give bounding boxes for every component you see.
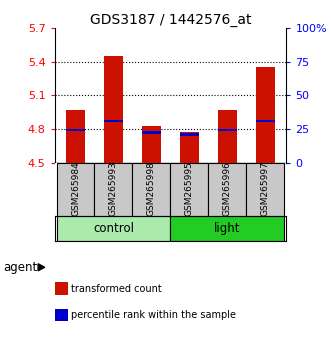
Text: percentile rank within the sample: percentile rank within the sample [71, 310, 236, 320]
Text: agent: agent [3, 261, 37, 274]
Text: transformed count: transformed count [71, 284, 162, 293]
Text: GSM265995: GSM265995 [185, 161, 194, 216]
Text: control: control [93, 222, 134, 235]
Bar [57, 216, 170, 241]
Bar [247, 162, 284, 216]
Text: GSM265998: GSM265998 [147, 161, 156, 216]
Bar [209, 162, 247, 216]
Bar [256, 120, 275, 122]
Text: GSM265984: GSM265984 [71, 161, 80, 216]
Text: GSM265996: GSM265996 [223, 161, 232, 216]
Text: light: light [214, 222, 241, 235]
Bar [57, 162, 94, 216]
Bar [180, 133, 199, 136]
Bar [104, 120, 123, 122]
Bar [256, 68, 275, 162]
Bar [142, 126, 161, 162]
Bar [94, 162, 132, 216]
Bar [218, 110, 237, 162]
Bar [218, 129, 237, 131]
Bar [66, 129, 85, 131]
Bar [104, 56, 123, 162]
Text: GSM265993: GSM265993 [109, 161, 118, 216]
Bar [180, 132, 199, 162]
Bar [132, 162, 170, 216]
Bar [66, 110, 85, 162]
Bar [170, 216, 284, 241]
Bar [142, 131, 161, 133]
Bar [170, 162, 209, 216]
Title: GDS3187 / 1442576_at: GDS3187 / 1442576_at [90, 13, 251, 27]
Text: GSM265997: GSM265997 [261, 161, 270, 216]
